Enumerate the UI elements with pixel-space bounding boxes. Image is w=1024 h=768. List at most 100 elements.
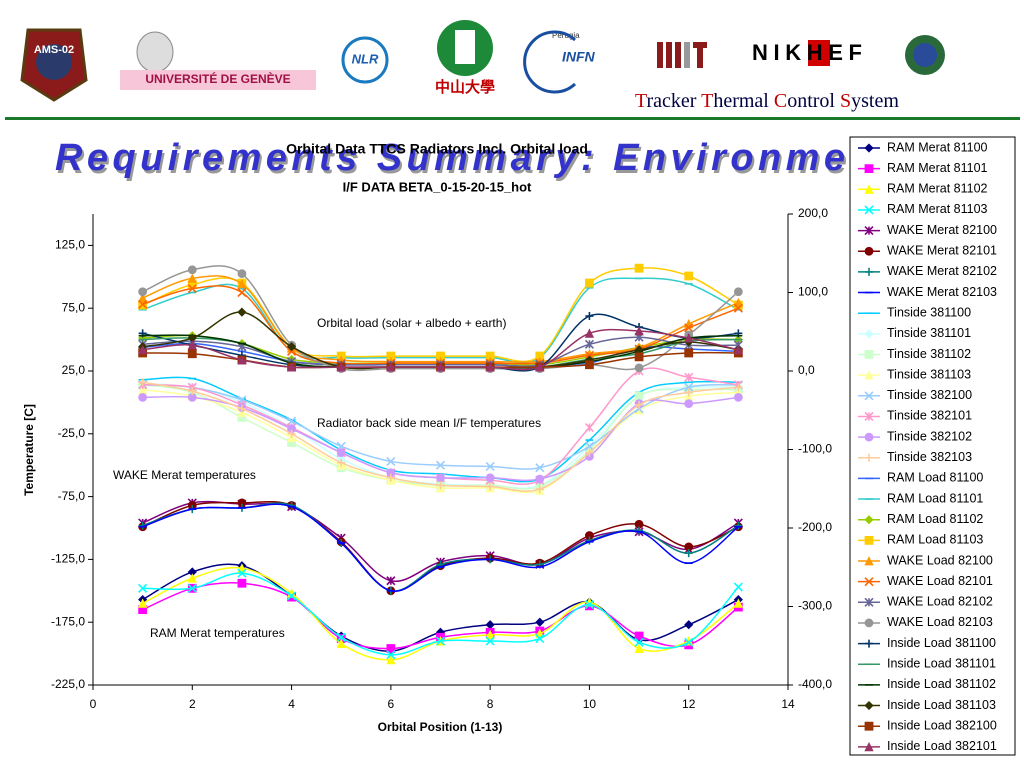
data-point (635, 526, 644, 535)
data-point (237, 568, 247, 578)
data-point (485, 636, 495, 646)
annotation: Orbital load (solar + albedo + earth) (317, 316, 506, 330)
title-part: ontrol (787, 90, 840, 112)
legend-label: Tinside 381102 (887, 347, 971, 361)
legend-label: Tinside 382101 (887, 409, 972, 423)
legend-marker (864, 432, 874, 442)
data-point (386, 576, 396, 586)
data-point (187, 273, 197, 283)
legend-marker (864, 577, 874, 587)
logo-nlr: NLR (341, 36, 389, 84)
data-point (634, 391, 644, 401)
y-tick-label: -175,0 (51, 614, 85, 628)
legend-label: WAKE Merat 82101 (887, 244, 997, 258)
legend-marker (864, 556, 874, 566)
data-point (138, 583, 148, 593)
data-point (138, 378, 147, 387)
data-point (634, 363, 644, 373)
title-part: C (774, 90, 787, 112)
data-point (337, 458, 346, 467)
header-rule (5, 117, 1020, 120)
legend-label: RAM Merat 81102 (887, 182, 988, 196)
data-point (187, 265, 197, 275)
data-point (535, 485, 544, 494)
x-axis-label: Orbital Position (1-13) (378, 720, 503, 734)
legend (849, 136, 1016, 756)
data-point (585, 360, 594, 370)
data-point (386, 362, 396, 372)
data-point (386, 650, 396, 660)
y2-tick-label: 200,0 (798, 206, 828, 220)
heading: Requirements Summary: Environme (55, 137, 845, 179)
x-tick-label: 2 (189, 697, 196, 711)
chart-subtitle: I/F DATA BETA_0-15-20-15_hot (343, 179, 532, 194)
legend-marker (865, 267, 873, 276)
data-point (386, 456, 396, 466)
data-point (535, 463, 545, 473)
data-point (485, 629, 495, 640)
title-part: S (840, 90, 851, 112)
data-point (634, 263, 644, 273)
data-point (137, 598, 148, 608)
data-point (138, 299, 148, 309)
data-point (237, 307, 247, 317)
annotation: Radiator back side mean I/F temperatures (317, 416, 541, 430)
y-tick-label: 75,0 (62, 300, 86, 314)
legend-marker (864, 350, 874, 359)
data-point (237, 269, 247, 279)
data-point (138, 287, 148, 297)
data-point (634, 637, 644, 647)
legend-marker (864, 226, 874, 236)
logo-infn: Perugia INFN (523, 30, 596, 94)
data-point (435, 362, 446, 372)
legend-label: Inside Load 382100 (887, 718, 997, 732)
data-point (634, 631, 644, 641)
data-point (635, 400, 644, 409)
title-part: ystem (851, 90, 899, 112)
logo-text: 中山大學 (435, 78, 495, 96)
data-point (584, 350, 594, 360)
legend-label: RAM Load 81103 (887, 533, 983, 547)
y2-tick-label: -400,0 (798, 677, 832, 691)
data-point (634, 326, 644, 336)
legend-label: Inside Load 382101 (887, 739, 997, 753)
data-point (584, 339, 594, 349)
legend-label: WAKE Load 82101 (887, 574, 993, 588)
logo-emblem (905, 35, 945, 75)
data-point (486, 482, 495, 491)
y-tick-label: -75,0 (58, 489, 86, 503)
legend-label: Tinside 381100 (887, 305, 971, 319)
legend-marker (864, 411, 874, 422)
legend-label: RAM Merat 81100 (887, 140, 988, 154)
logo-sysu: 中山大學 (435, 20, 495, 96)
legend-label: RAM Merat 81101 (887, 161, 988, 175)
logo-geneve: UNIVERSITÉ DE GENÈVE (120, 31, 316, 90)
data-point (733, 297, 744, 308)
y-tick-label: 125,0 (55, 238, 85, 252)
data-point (336, 362, 346, 372)
data-point (336, 448, 346, 458)
data-point (237, 287, 247, 298)
data-point (386, 654, 396, 665)
data-point (634, 519, 644, 529)
legend-label: Inside Load 381100 (887, 636, 996, 650)
data-point (684, 542, 694, 552)
data-point (733, 344, 744, 355)
data-point (733, 598, 744, 608)
header-title: Tracker Thermal Control System (635, 90, 899, 112)
data-point (187, 392, 197, 402)
legend-label: Inside Load 381102 (887, 677, 996, 691)
legend-label: RAM Merat 81103 (887, 202, 988, 216)
x-tick-label: 0 (90, 697, 97, 711)
data-point (684, 372, 694, 382)
heading-shadow: Requirements Summary: Environme (57, 140, 847, 182)
logo-ams: AMS-02 (20, 28, 88, 102)
legend-label: WAKE Load 82100 (887, 553, 993, 567)
data-point (436, 481, 445, 490)
logo-text: NLR (352, 51, 379, 66)
title-part: racker (647, 90, 702, 112)
data-point (684, 549, 693, 558)
data-point (386, 644, 396, 653)
data-point (485, 362, 495, 372)
data-point (336, 632, 346, 642)
